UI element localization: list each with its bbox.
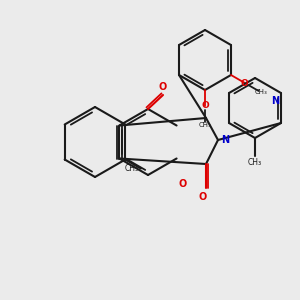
Text: CH₃: CH₃ bbox=[125, 164, 139, 173]
Text: N: N bbox=[271, 96, 279, 106]
Text: O: O bbox=[159, 82, 167, 92]
Text: CH₃: CH₃ bbox=[255, 89, 268, 95]
Text: O: O bbox=[179, 179, 187, 189]
Text: CH₃: CH₃ bbox=[248, 158, 262, 167]
Text: N: N bbox=[221, 135, 229, 145]
Text: O: O bbox=[201, 101, 209, 110]
Text: O: O bbox=[199, 192, 207, 202]
Text: CH₃: CH₃ bbox=[199, 122, 212, 128]
Text: O: O bbox=[241, 79, 249, 88]
